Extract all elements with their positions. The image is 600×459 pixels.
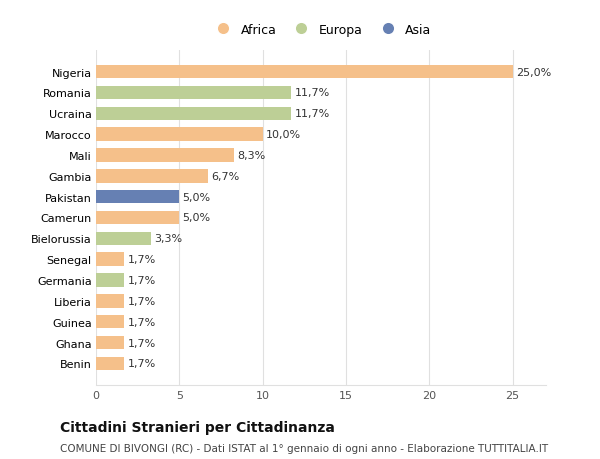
Bar — [96, 294, 124, 308]
Bar — [96, 170, 208, 183]
Text: 8,3%: 8,3% — [238, 151, 266, 161]
Text: 10,0%: 10,0% — [266, 130, 301, 140]
Text: 1,7%: 1,7% — [128, 275, 156, 285]
Text: Cittadini Stranieri per Cittadinanza: Cittadini Stranieri per Cittadinanza — [60, 420, 335, 434]
Text: 1,7%: 1,7% — [128, 358, 156, 369]
Bar — [96, 107, 291, 121]
Text: 1,7%: 1,7% — [128, 255, 156, 264]
Bar — [96, 253, 124, 266]
Text: 25,0%: 25,0% — [516, 67, 551, 78]
Bar — [96, 336, 124, 350]
Bar — [96, 149, 235, 162]
Bar — [96, 128, 263, 142]
Text: COMUNE DI BIVONGI (RC) - Dati ISTAT al 1° gennaio di ogni anno - Elaborazione TU: COMUNE DI BIVONGI (RC) - Dati ISTAT al 1… — [60, 443, 548, 453]
Text: 5,0%: 5,0% — [182, 213, 211, 223]
Bar — [96, 274, 124, 287]
Text: 5,0%: 5,0% — [182, 192, 211, 202]
Bar — [96, 211, 179, 225]
Legend: Africa, Europa, Asia: Africa, Europa, Asia — [207, 20, 435, 40]
Bar — [96, 315, 124, 329]
Bar — [96, 232, 151, 246]
Bar — [96, 66, 512, 79]
Text: 3,3%: 3,3% — [154, 234, 182, 244]
Text: 1,7%: 1,7% — [128, 296, 156, 306]
Bar — [96, 357, 124, 370]
Text: 1,7%: 1,7% — [128, 338, 156, 348]
Bar — [96, 190, 179, 204]
Text: 1,7%: 1,7% — [128, 317, 156, 327]
Text: 6,7%: 6,7% — [211, 172, 239, 181]
Bar — [96, 86, 291, 100]
Text: 11,7%: 11,7% — [295, 109, 329, 119]
Text: 11,7%: 11,7% — [295, 88, 329, 98]
